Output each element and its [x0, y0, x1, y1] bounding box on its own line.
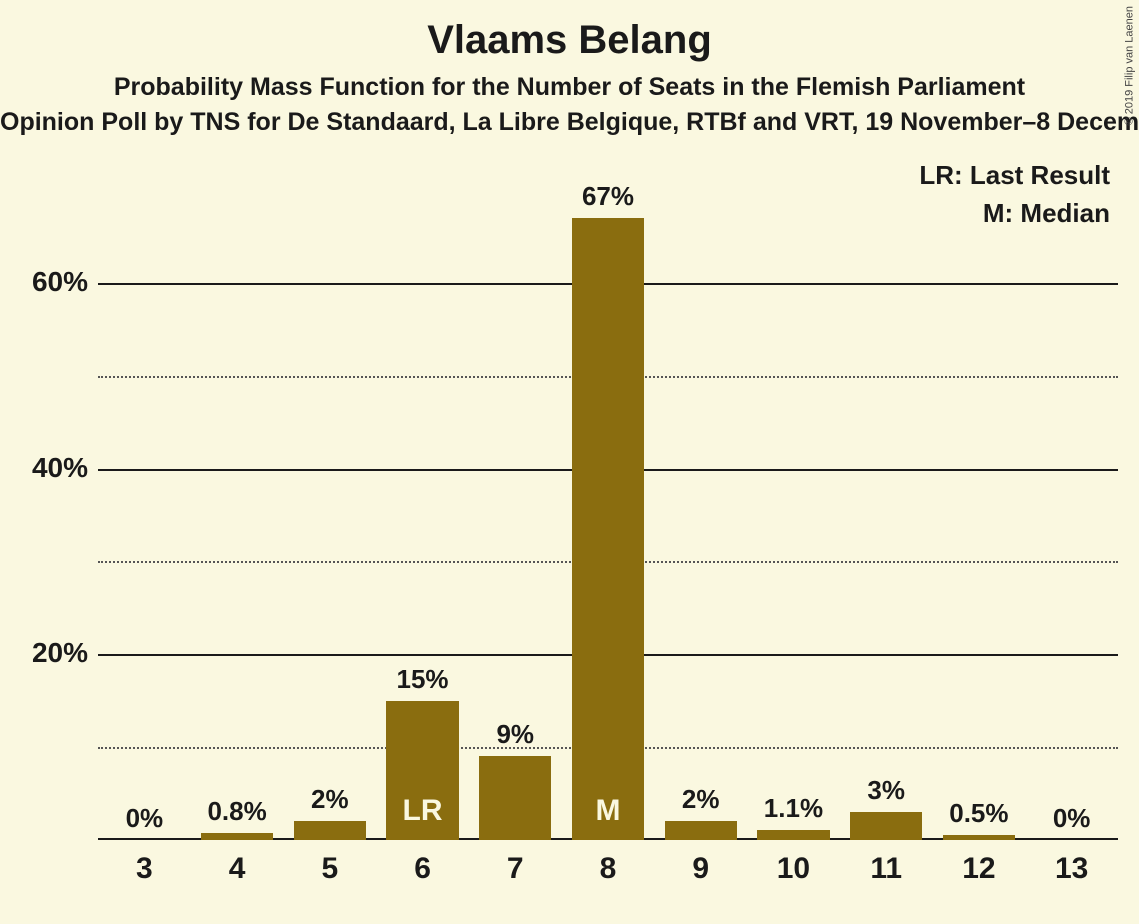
- bar-value-label: 0.8%: [191, 796, 284, 827]
- x-tick-label: 7: [469, 852, 562, 886]
- bar: [943, 835, 1015, 840]
- bar-value-label: 3%: [840, 775, 933, 806]
- x-tick-label: 13: [1025, 852, 1118, 886]
- bar-value-label: 0.5%: [933, 798, 1026, 829]
- bar-inner-label: LR: [386, 794, 458, 828]
- bar-value-label: 67%: [562, 181, 655, 212]
- bar-value-label: 2%: [283, 784, 376, 815]
- credit-text: © 2019 Filip van Laenen: [1123, 6, 1135, 125]
- bar-value-label: 0%: [1025, 803, 1118, 834]
- bar: [757, 830, 829, 840]
- bar-value-label: 9%: [469, 719, 562, 750]
- bar-value-label: 15%: [376, 664, 469, 695]
- y-tick-label: 20%: [8, 637, 88, 669]
- x-tick-label: 12: [933, 852, 1026, 886]
- x-tick-label: 8: [562, 852, 655, 886]
- plot-area: 0%0.8%2%15%LR9%67%M2%1.1%3%0.5%0%: [98, 190, 1118, 840]
- y-tick-label: 40%: [8, 452, 88, 484]
- bar-value-label: 2%: [654, 784, 747, 815]
- chart-title: Vlaams Belang: [0, 0, 1139, 63]
- bar: [850, 812, 922, 840]
- chart-subtitle-1: Probability Mass Function for the Number…: [0, 73, 1139, 102]
- x-tick-label: 10: [747, 852, 840, 886]
- bar-value-label: 0%: [98, 803, 191, 834]
- legend-median: M: Median: [983, 198, 1110, 229]
- x-tick-label: 6: [376, 852, 469, 886]
- chart-subtitle-2: Opinion Poll by TNS for De Standaard, La…: [0, 108, 1139, 137]
- bar: [572, 218, 644, 840]
- bar: [201, 833, 273, 840]
- x-tick-label: 3: [98, 852, 191, 886]
- y-tick-label: 60%: [8, 266, 88, 298]
- x-tick-label: 11: [840, 852, 933, 886]
- bar-inner-label: M: [572, 794, 644, 828]
- bar: [479, 756, 551, 840]
- chart-area: 0%0.8%2%15%LR9%67%M2%1.1%3%0.5%0%: [98, 190, 1118, 840]
- x-tick-label: 9: [654, 852, 747, 886]
- bar: [294, 821, 366, 840]
- x-tick-label: 5: [283, 852, 376, 886]
- bar: [665, 821, 737, 840]
- x-tick-label: 4: [191, 852, 284, 886]
- legend-last-result: LR: Last Result: [919, 160, 1110, 191]
- bar-value-label: 1.1%: [747, 793, 840, 824]
